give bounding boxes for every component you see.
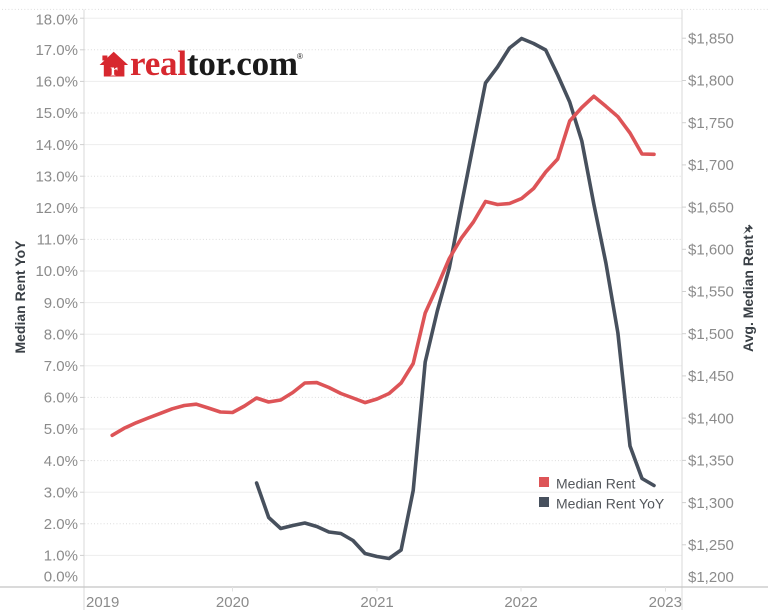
- svg-text:$1,300: $1,300: [688, 495, 734, 512]
- svg-text:$1,850: $1,850: [688, 30, 734, 47]
- svg-text:Avg. Median Rent: Avg. Median Rent: [740, 235, 756, 352]
- svg-text:®: ®: [297, 52, 303, 61]
- svg-text:$1,250: $1,250: [688, 537, 734, 554]
- svg-text:9.0%: 9.0%: [44, 295, 78, 312]
- svg-text:realtor.com: realtor.com: [130, 44, 298, 83]
- svg-text:Median Rent YoY: Median Rent YoY: [556, 496, 665, 512]
- svg-text:2020: 2020: [216, 594, 249, 611]
- svg-text:$1,600: $1,600: [688, 242, 734, 259]
- svg-text:13.0%: 13.0%: [35, 168, 78, 185]
- svg-text:$1,800: $1,800: [688, 73, 734, 90]
- svg-text:Median Rent YoY: Median Rent YoY: [12, 240, 28, 354]
- svg-text:$1,750: $1,750: [688, 115, 734, 132]
- svg-text:1.0%: 1.0%: [44, 548, 78, 565]
- svg-text:$1,650: $1,650: [688, 199, 734, 216]
- svg-text:2019: 2019: [86, 594, 119, 611]
- svg-text:2.0%: 2.0%: [44, 516, 78, 533]
- svg-text:6.0%: 6.0%: [44, 390, 78, 407]
- svg-text:2022: 2022: [504, 594, 537, 611]
- svg-text:17.0%: 17.0%: [35, 42, 78, 59]
- svg-text:$1,450: $1,450: [688, 368, 734, 385]
- svg-text:5.0%: 5.0%: [44, 421, 78, 438]
- svg-text:16.0%: 16.0%: [35, 74, 78, 91]
- svg-text:Median Rent: Median Rent: [556, 476, 635, 492]
- svg-text:10.0%: 10.0%: [35, 263, 78, 280]
- svg-text:$1,200: $1,200: [688, 569, 734, 586]
- svg-text:0.0%: 0.0%: [44, 569, 78, 586]
- svg-text:$1,700: $1,700: [688, 157, 734, 174]
- svg-text:15.0%: 15.0%: [35, 105, 78, 122]
- svg-text:r: r: [110, 60, 118, 79]
- svg-text:18.0%: 18.0%: [35, 11, 78, 28]
- svg-text:8.0%: 8.0%: [44, 326, 78, 343]
- svg-text:7.0%: 7.0%: [44, 358, 78, 375]
- svg-text:$1,500: $1,500: [688, 326, 734, 343]
- svg-text:3.0%: 3.0%: [44, 484, 78, 501]
- svg-text:$1,550: $1,550: [688, 284, 734, 301]
- svg-text:12.0%: 12.0%: [35, 200, 78, 217]
- svg-text:$1,350: $1,350: [688, 453, 734, 470]
- svg-text:$1,400: $1,400: [688, 410, 734, 427]
- svg-text:11.0%: 11.0%: [37, 232, 78, 249]
- svg-text:4.0%: 4.0%: [44, 453, 78, 470]
- svg-text:2021: 2021: [360, 594, 393, 611]
- svg-text:14.0%: 14.0%: [35, 137, 78, 154]
- svg-text:2023: 2023: [649, 594, 682, 611]
